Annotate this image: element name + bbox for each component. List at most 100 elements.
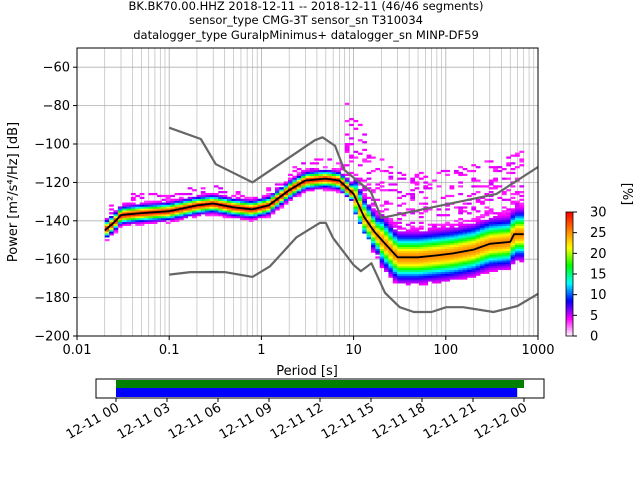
- density-cell: [357, 212, 363, 215]
- density-cell: [213, 210, 219, 213]
- density-cell: [436, 262, 442, 265]
- density-cell: [375, 183, 381, 186]
- density-cell: [401, 227, 407, 230]
- density-cell: [322, 169, 328, 173]
- density-cell: [423, 277, 429, 280]
- density-cell: [440, 262, 446, 265]
- timeline-tick-label: 12-11 12: [268, 400, 326, 442]
- density-cell: [397, 235, 402, 238]
- density-cell: [514, 246, 520, 249]
- colorbar-segment: [566, 276, 573, 279]
- density-cell: [418, 191, 424, 194]
- density-cell: [362, 196, 368, 200]
- density-cell: [139, 223, 145, 226]
- density-cell: [161, 202, 167, 205]
- density-cell: [471, 239, 477, 242]
- density-cell: [366, 214, 372, 217]
- density-cell: [445, 265, 450, 269]
- density-cell: [471, 264, 477, 267]
- colorbar-segment: [566, 317, 573, 320]
- density-cell: [432, 267, 437, 271]
- colorbar-segment: [566, 224, 573, 227]
- density-cell: [344, 183, 350, 186]
- density-cell: [266, 198, 271, 201]
- density-cell: [471, 229, 477, 232]
- density-cell: [501, 198, 507, 201]
- colorbar-label: [%]: [619, 183, 634, 206]
- density-cell: [397, 254, 402, 257]
- colorbar-segment: [566, 296, 573, 300]
- density-cell: [506, 265, 512, 269]
- density-cell: [414, 229, 420, 232]
- density-cell: [458, 227, 464, 230]
- density-cell: [510, 258, 516, 261]
- density-cell: [475, 235, 481, 238]
- density-cell: [270, 196, 276, 200]
- density-cell: [331, 169, 337, 173]
- density-cell: [475, 185, 481, 188]
- density-cell: [458, 240, 464, 244]
- density-cell: [410, 246, 416, 249]
- density-cell: [506, 198, 512, 201]
- density-cell: [466, 260, 472, 263]
- density-cell: [283, 187, 289, 190]
- density-cell: [200, 191, 206, 194]
- density-cell: [436, 271, 442, 274]
- density-cell: [506, 256, 512, 259]
- density-cell: [292, 177, 298, 180]
- density-cell: [449, 258, 455, 261]
- density-cell: [427, 279, 433, 282]
- density-cell: [480, 214, 485, 217]
- density-cell: [336, 168, 341, 171]
- density-cell: [410, 196, 416, 200]
- timeline-tick-label: 12-11 06: [166, 400, 224, 442]
- density-cell: [484, 264, 490, 267]
- density-cell: [253, 214, 258, 217]
- density-cell: [405, 269, 411, 272]
- density-cell: [449, 256, 455, 259]
- density-cell: [466, 231, 472, 234]
- density-cell: [493, 233, 498, 236]
- density-cell: [471, 192, 477, 196]
- density-cell: [192, 202, 197, 205]
- density-cell: [226, 214, 232, 217]
- density-cell: [453, 244, 459, 248]
- density-cell: [192, 200, 197, 203]
- density-cell: [497, 233, 503, 236]
- density-cell: [480, 225, 485, 228]
- density-cell: [301, 183, 306, 186]
- density-cell: [501, 214, 507, 217]
- density-cell: [488, 198, 494, 201]
- density-cell: [401, 277, 407, 280]
- density-cell: [349, 143, 354, 146]
- density-cell: [157, 194, 162, 198]
- density-cell: [122, 219, 127, 223]
- colorbar-segment: [566, 226, 573, 230]
- density-cell: [506, 208, 512, 211]
- density-cell: [283, 200, 289, 203]
- density-cell: [471, 235, 477, 238]
- density-cell: [322, 179, 328, 182]
- density-cell: [427, 269, 433, 272]
- density-cell: [349, 137, 354, 140]
- density-cell: [475, 260, 481, 263]
- density-cell: [445, 260, 450, 263]
- density-cell: [327, 181, 333, 184]
- density-cell: [453, 242, 459, 246]
- colorbar-segment: [566, 305, 573, 308]
- density-cell: [196, 196, 202, 200]
- density-cell: [388, 223, 394, 226]
- density-cell: [279, 202, 285, 205]
- density-cell: [370, 246, 376, 249]
- density-cell: [423, 252, 429, 255]
- density-cell: [488, 246, 494, 249]
- density-cell: [384, 264, 389, 267]
- density-cell: [397, 246, 402, 249]
- density-cell: [501, 223, 507, 226]
- density-cell: [462, 231, 468, 234]
- density-cell: [423, 260, 429, 263]
- density-cell: [432, 269, 437, 272]
- density-cell: [423, 248, 429, 251]
- density-cell: [475, 267, 481, 271]
- density-cell: [366, 219, 372, 223]
